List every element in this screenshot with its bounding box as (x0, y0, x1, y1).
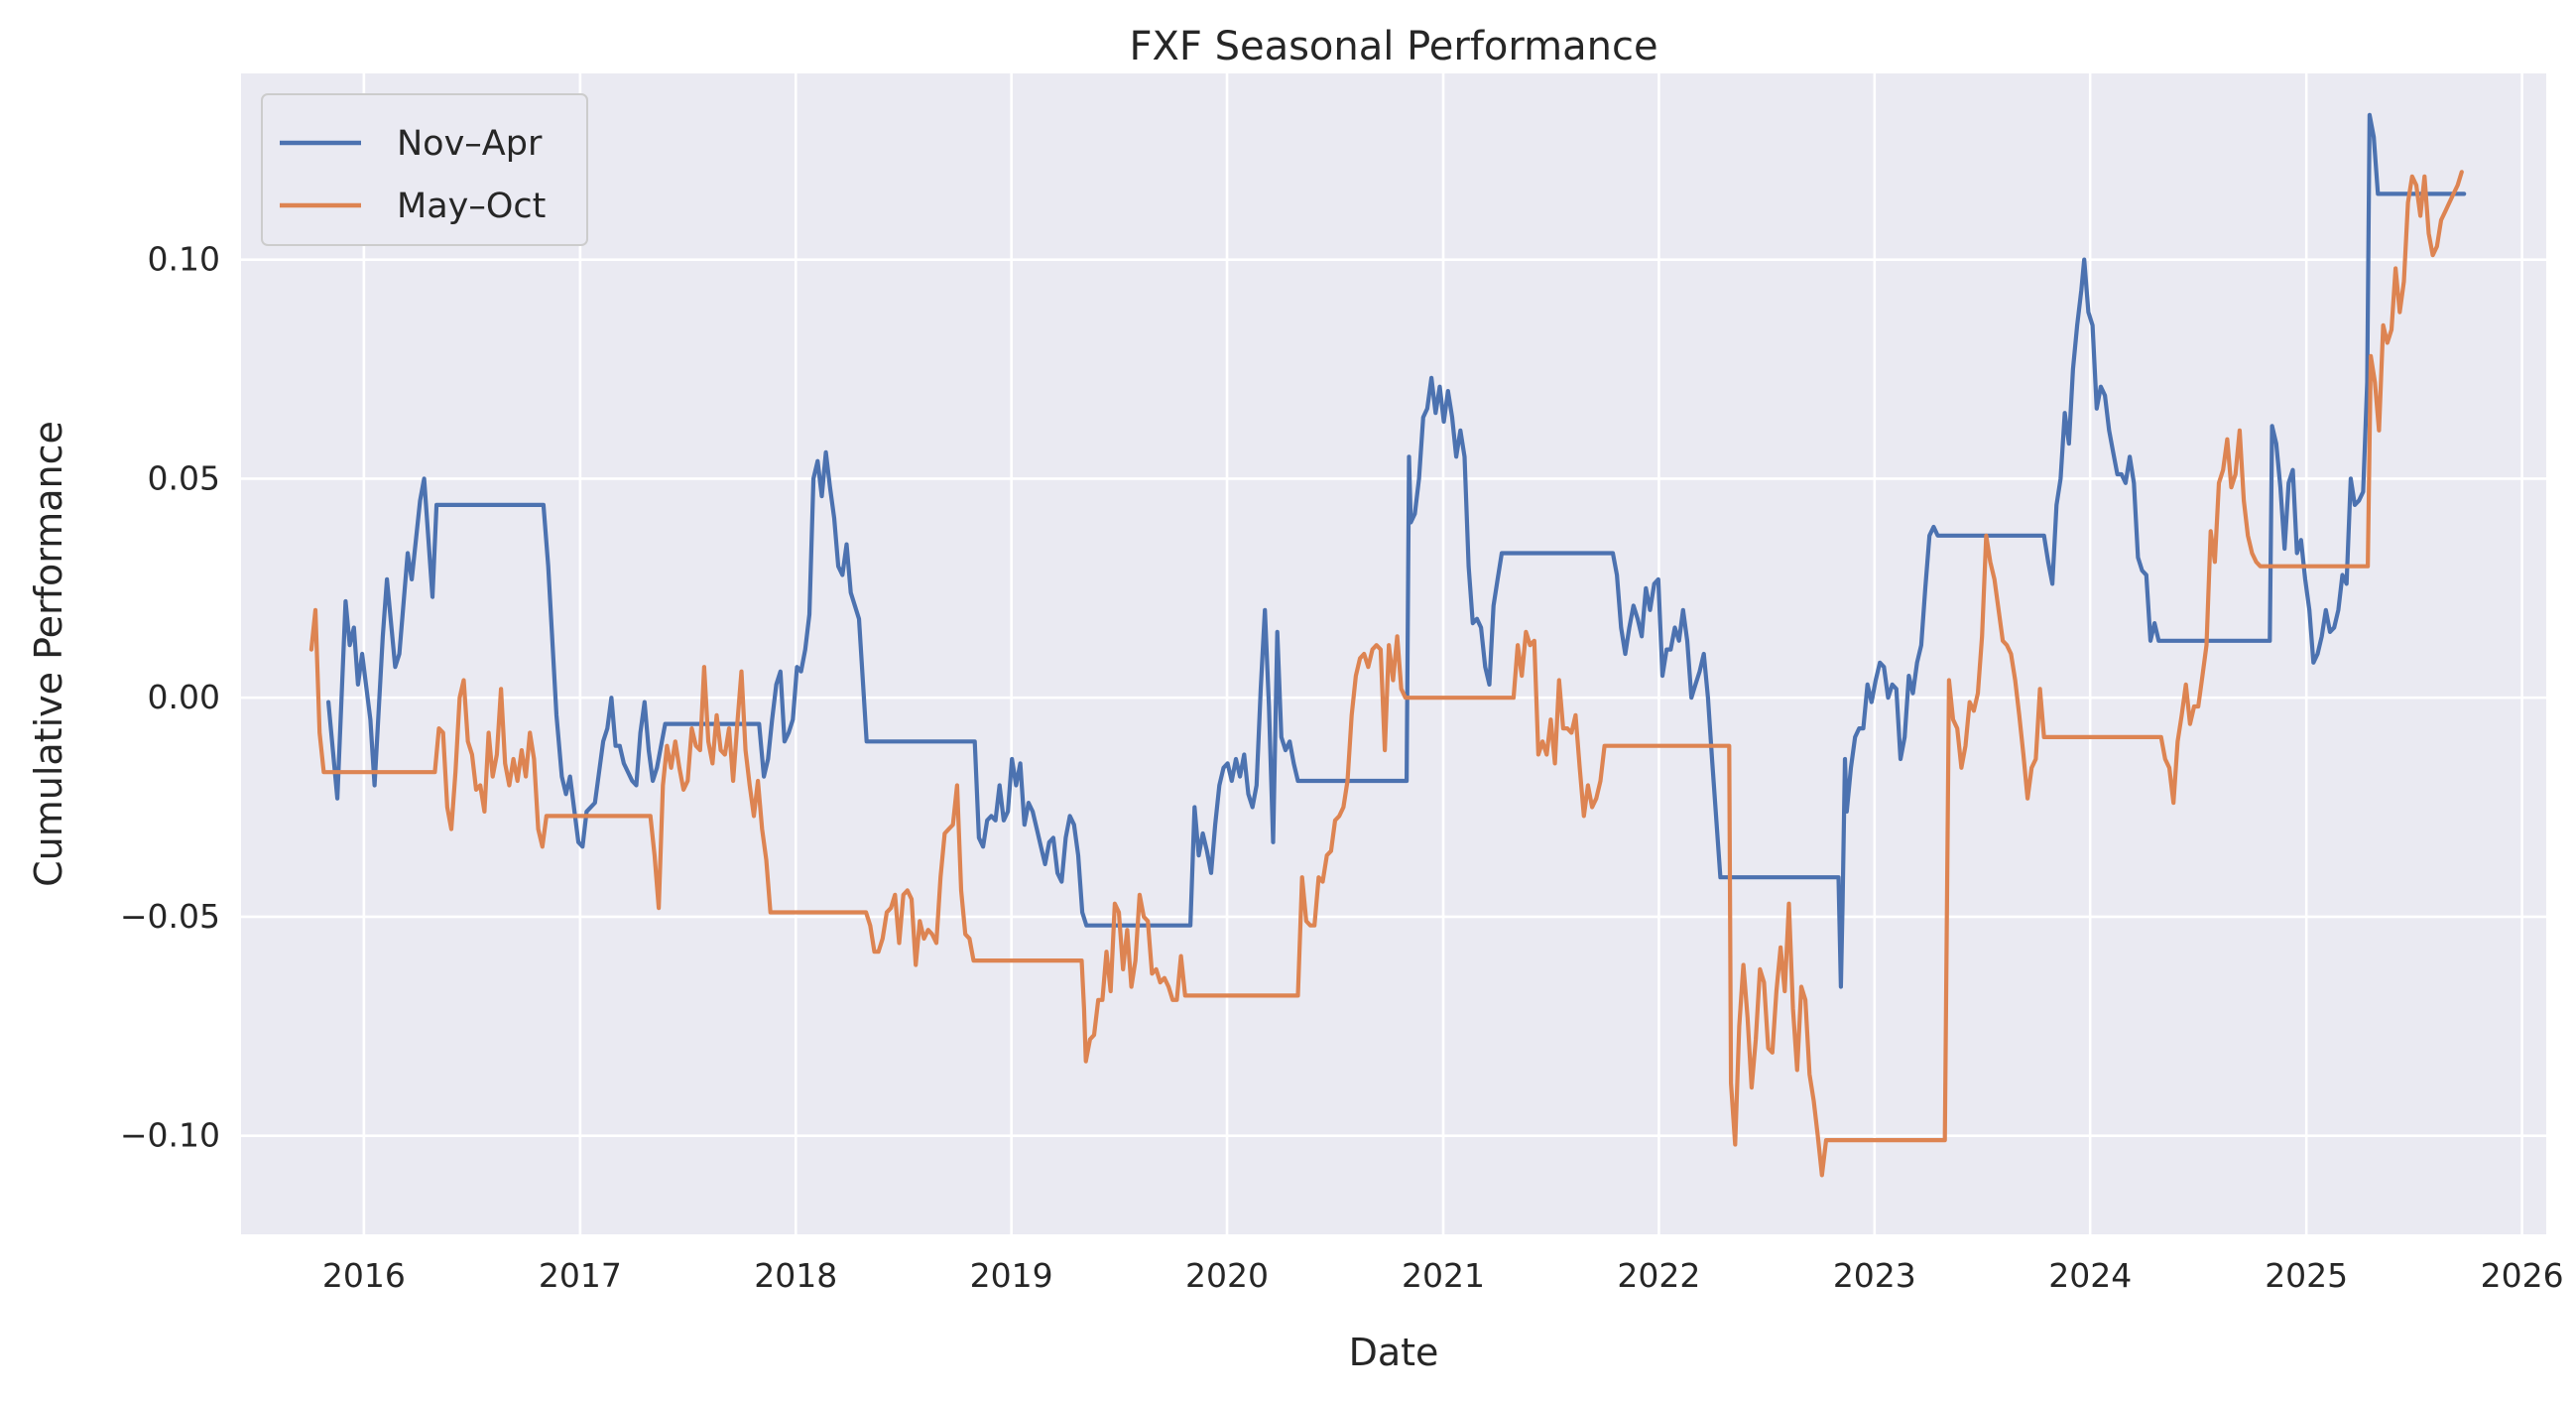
series-layer (308, 112, 2467, 1178)
grid-layer (241, 73, 2546, 1234)
x-tick-label-2024: 2024 (2048, 1256, 2132, 1295)
chart-title: FXF Seasonal Performance (1129, 24, 1657, 69)
x-tick-label-2022: 2022 (1617, 1256, 1700, 1295)
x-tick-label-2026: 2026 (2481, 1256, 2564, 1295)
legend: Nov–Apr May–Oct (261, 93, 588, 246)
x-tick-label-2019: 2019 (970, 1256, 1053, 1295)
y-tick-label-4: −0.10 (120, 1116, 220, 1155)
x-tick-label-2018: 2018 (754, 1256, 837, 1295)
legend-label-may-oct: May–Oct (397, 187, 546, 226)
tick-layer: 2016 2017 2018 2019 2020 2021 2022 2023 2024 2025… (120, 240, 2564, 1295)
series-line-nov-apr (326, 112, 2467, 989)
x-tick-label-2020: 2020 (1185, 1256, 1269, 1295)
y-tick-label-1: 0.05 (148, 458, 220, 497)
legend-label-nov-apr: Nov–Apr (397, 124, 543, 164)
y-tick-label-3: −0.05 (120, 897, 220, 936)
x-tick-label-2025: 2025 (2265, 1256, 2348, 1295)
series-line-may-oct (308, 170, 2464, 1178)
x-axis-label: Date (1349, 1331, 1439, 1374)
x-tick-label-2023: 2023 (1833, 1256, 1916, 1295)
x-tick-label-2016: 2016 (322, 1256, 406, 1295)
x-tick-label-2017: 2017 (539, 1256, 622, 1295)
x-tick-label-2021: 2021 (1402, 1256, 1485, 1295)
y-tick-label-0: 0.10 (148, 240, 220, 279)
y-tick-label-2: 0.00 (148, 678, 220, 716)
y-axis-label: Cumulative Performance (27, 421, 70, 887)
